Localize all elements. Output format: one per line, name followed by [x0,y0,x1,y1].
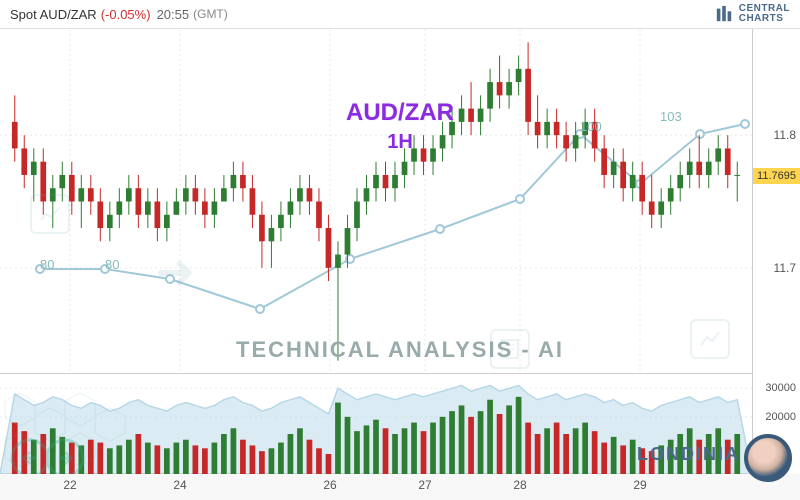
overlay-value-label: 103 [660,109,682,124]
price-y-axis: 11.711.8 11.7695 [752,29,800,374]
bars-icon [715,5,733,23]
overlay-value-label: 80 [105,257,119,272]
brand-logo[interactable]: CENTRAL CHARTS [715,4,790,24]
chart-header: Spot AUD/ZAR (-0.05%) 20:55 (GMT) CENTRA… [0,0,800,29]
overlay-value-label: 80 [40,257,54,272]
x-axis-tick: 26 [323,478,336,492]
price-change: (-0.05%) [101,7,151,22]
x-axis-tick: 24 [173,478,186,492]
x-axis: 22 24 26 27 28 29 [0,474,800,500]
interval-label: 1H [387,131,413,154]
avatar-icon[interactable] [744,434,792,482]
price-chart-area[interactable]: AUD/ZAR 1H TECHNICAL ANALYSIS - AI 80801… [0,29,800,374]
watermark-arrow-icon: ➜ [155,244,195,300]
price-chart-svg [0,29,752,374]
timezone: (GMT) [193,7,228,21]
x-axis-tick: 28 [513,478,526,492]
timestamp: 20:55 [157,7,190,22]
logo-text: CENTRAL CHARTS [739,4,790,24]
x-axis-tick: 22 [63,478,76,492]
londinia-brand: LONDINIA [637,444,740,465]
watermark-chart-icon [30,194,70,234]
current-price-tag: 11.7695 [753,168,800,184]
watermark-doc-icon [490,329,530,369]
x-axis-tick: 29 [633,478,646,492]
watermark-line-icon [690,319,730,359]
x-axis-tick: 27 [418,478,431,492]
pair-label: AUD/ZAR [346,99,454,127]
instrument-title: Spot AUD/ZAR [10,7,97,22]
overlay-value-label: 100 [580,119,602,134]
